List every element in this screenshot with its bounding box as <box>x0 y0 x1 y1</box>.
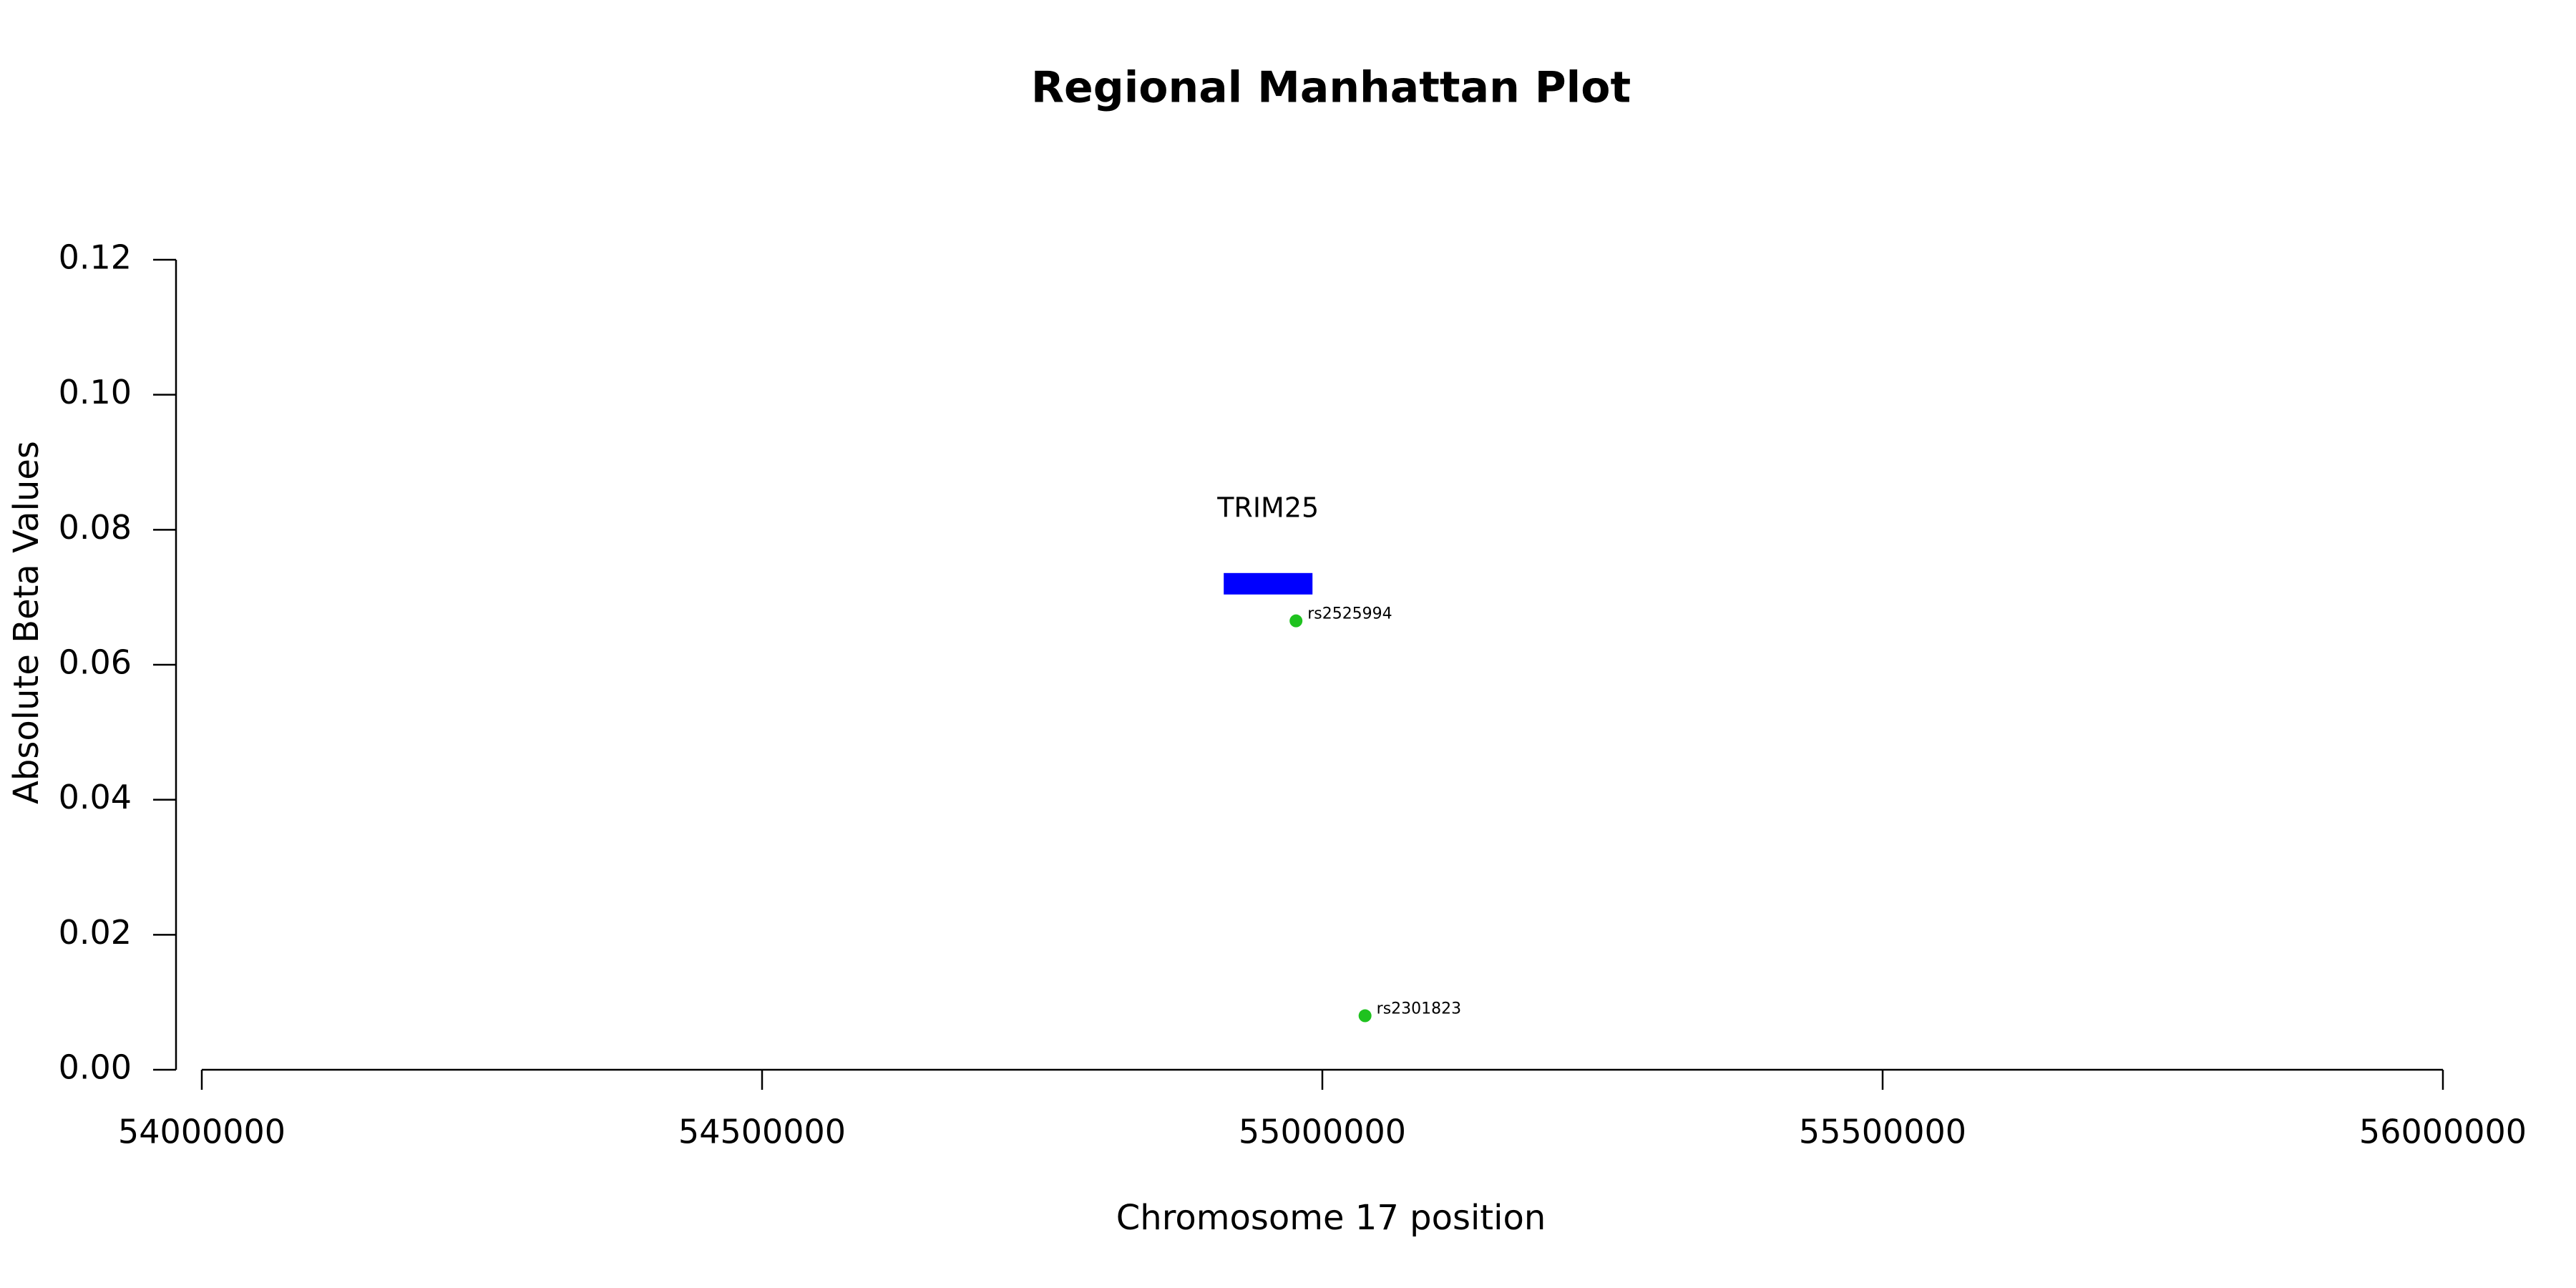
y-tick-label: 0.08 <box>59 508 132 547</box>
y-tick-label: 0.06 <box>59 643 132 682</box>
y-tick-label: 0.12 <box>59 238 132 277</box>
y-tick-label: 0.00 <box>59 1048 132 1087</box>
x-tick-label: 54500000 <box>678 1113 846 1151</box>
y-axis-label: Absolute Beta Values <box>6 441 47 804</box>
x-tick-label: 55500000 <box>1799 1113 1966 1151</box>
y-tick-label: 0.10 <box>59 373 132 411</box>
gene-bar <box>1224 572 1313 595</box>
chart-title: Regional Manhattan Plot <box>1031 63 1631 113</box>
snp-point <box>1358 1009 1372 1023</box>
snp-label: rs2525994 <box>1307 605 1392 623</box>
x-tick-label: 54000000 <box>118 1113 286 1151</box>
y-tick-label: 0.02 <box>59 913 132 952</box>
snp-label: rs2301823 <box>1377 1000 1462 1018</box>
x-tick-label: 55000000 <box>1239 1113 1406 1151</box>
y-tick-label: 0.04 <box>59 778 132 816</box>
gene-label: TRIM25 <box>1216 492 1319 523</box>
snp-point <box>1289 614 1303 628</box>
x-tick-label: 56000000 <box>2359 1113 2527 1151</box>
x-axis-label: Chromosome 17 position <box>1116 1198 1546 1238</box>
